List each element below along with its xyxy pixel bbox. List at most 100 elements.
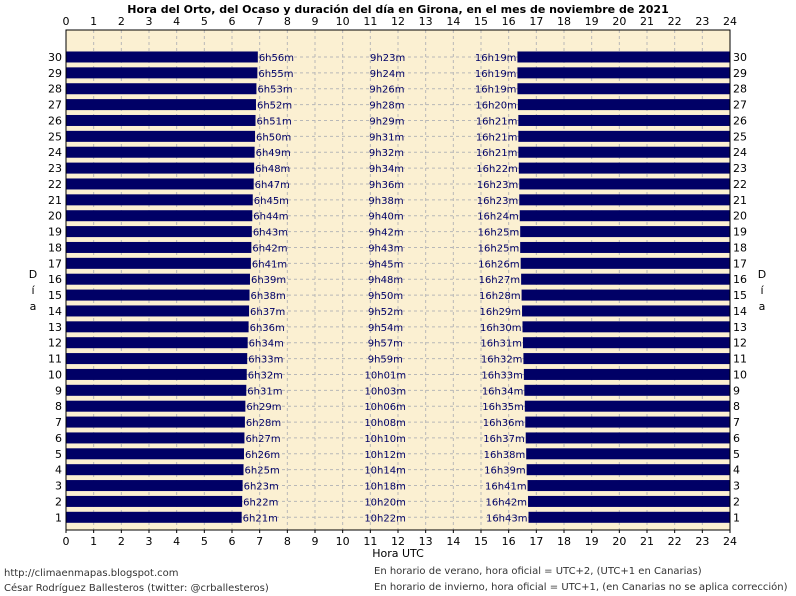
sunrise-label: 6h56m [259, 53, 294, 64]
bar-night-evening [526, 448, 730, 460]
y-tick-label-right: 10 [733, 368, 747, 381]
x-tick-label-bottom: 5 [201, 535, 208, 548]
daylength-label: 10h06m [364, 402, 406, 413]
y-tick-label-right: 16 [733, 273, 747, 286]
y-tick-label-right: 21 [733, 194, 747, 207]
x-tick-label-top: 2 [118, 15, 125, 28]
sunset-label: 16h34m [482, 386, 524, 397]
y-tick-label-right: 11 [733, 353, 747, 366]
x-tick-label-bottom: 3 [146, 535, 153, 548]
sunrise-label: 6h28m [246, 418, 281, 429]
sunrise-label: 6h41m [252, 259, 287, 270]
y-tick-label-right: 17 [733, 257, 747, 270]
y-tick-label-left: 26 [48, 114, 62, 127]
y-tick-label-left: 8 [55, 400, 62, 413]
x-tick-label-top: 6 [229, 15, 236, 28]
sunrise-label: 6h42m [252, 243, 287, 254]
x-tick-label-top: 8 [284, 15, 291, 28]
sunset-label: 16h36m [483, 418, 525, 429]
y-tick-label-right: 5 [733, 448, 740, 461]
daylength-label: 9h31m [369, 132, 404, 143]
bar-night-morning [66, 257, 251, 269]
sunset-label: 16h37m [483, 434, 525, 445]
bars [66, 51, 730, 523]
footer-winter-note: En horario de invierno, hora oficial = U… [374, 581, 788, 593]
y-tick-label-left: 4 [55, 464, 62, 477]
sunrise-label: 6h21m [243, 513, 278, 524]
y-tick-label-right: 29 [733, 67, 747, 80]
daylength-label: 9h45m [368, 259, 403, 270]
daylength-label: 10h12m [364, 450, 406, 461]
sunrise-label: 6h23m [244, 482, 279, 493]
y-tick-label-right: 20 [733, 210, 747, 223]
footer-summer-note: En horario de verano, hora oficial = UTC… [374, 566, 702, 577]
sunset-label: 16h25m [478, 228, 520, 239]
bar-night-morning [66, 432, 245, 444]
sunrise-label: 6h26m [245, 450, 280, 461]
x-tick-label-top: 5 [201, 15, 208, 28]
x-tick-label-top: 16 [502, 15, 516, 28]
sunrise-label: 6h25m [245, 466, 280, 477]
bar-night-morning [66, 416, 245, 428]
sunrise-label: 6h55m [258, 69, 293, 80]
y-tick-label-right: 14 [733, 305, 747, 318]
y-tick-label-right: 2 [733, 495, 740, 508]
sunset-label: 16h39m [484, 466, 526, 477]
sunrise-label: 6h45m [254, 196, 289, 207]
x-axis-label: Hora UTC [372, 547, 424, 560]
y-ticks-right: 1234567891011121314151617181920212223242… [733, 51, 747, 524]
sunrise-label: 6h29m [246, 402, 281, 413]
bar-night-morning [66, 337, 248, 349]
y-tick-label-right: 12 [733, 337, 747, 350]
y-tick-label-right: 8 [733, 400, 740, 413]
sunset-label: 16h43m [486, 513, 528, 524]
bar-night-morning [66, 114, 256, 126]
chart-title: Hora del Orto, del Ocaso y duración del … [127, 3, 668, 16]
bar-night-evening [519, 210, 730, 222]
y-tick-label-right: 3 [733, 480, 740, 493]
sunset-label: 16h29m [480, 307, 522, 318]
daylength-label: 9h24m [370, 69, 405, 80]
daylength-label: 9h54m [368, 323, 403, 334]
sunset-label: 16h21m [476, 116, 518, 127]
bar-night-evening [523, 353, 730, 365]
x-tick-label-top: 24 [723, 15, 737, 28]
y-tick-label-left: 12 [48, 337, 62, 350]
bar-night-morning [66, 448, 244, 460]
bar-night-evening [526, 464, 730, 476]
footer-author: César Rodríguez Ballesteros (twitter: @c… [4, 582, 269, 594]
y-tick-label-left: 5 [55, 448, 62, 461]
x-tick-label-bottom: 20 [612, 535, 626, 548]
x-tick-label-bottom: 0 [63, 535, 70, 548]
y-ticks-left: 1234567891011121314151617181920212223242… [48, 51, 62, 524]
sunset-label: 16h27m [479, 275, 521, 286]
sunrise-label: 6h32m [248, 370, 283, 381]
bar-night-morning [66, 162, 255, 174]
sunrise-label: 6h34m [249, 339, 284, 350]
bar-night-morning [66, 194, 253, 206]
y-tick-label-right: 23 [733, 162, 747, 175]
bar-night-morning [66, 353, 248, 365]
x-tick-label-top: 15 [474, 15, 488, 28]
bar-night-morning [66, 241, 252, 253]
x-tick-label-bottom: 13 [419, 535, 433, 548]
x-tick-label-bottom: 2 [118, 535, 125, 548]
sunrise-label: 6h50m [256, 132, 291, 143]
bar-night-evening [518, 162, 730, 174]
y-tick-label-right: 7 [733, 416, 740, 429]
x-tick-label-top: 21 [640, 15, 654, 28]
daylength-label: 9h52m [368, 307, 403, 318]
sunset-label: 16h26m [478, 259, 520, 270]
sunset-label: 16h23m [477, 196, 519, 207]
daylength-label: 10h20m [364, 497, 406, 508]
x-tick-label-top: 9 [312, 15, 319, 28]
sunset-label: 16h30m [480, 323, 522, 334]
y-tick-label-right: 15 [733, 289, 747, 302]
sunrise-label: 6h33m [248, 355, 283, 366]
y-tick-label-right: 26 [733, 114, 747, 127]
sunrise-label: 6h51m [257, 116, 292, 127]
bar-night-evening [519, 178, 730, 190]
x-tick-label-bottom: 7 [256, 535, 263, 548]
x-tick-label-bottom: 19 [585, 535, 599, 548]
x-tick-label-bottom: 8 [284, 535, 291, 548]
